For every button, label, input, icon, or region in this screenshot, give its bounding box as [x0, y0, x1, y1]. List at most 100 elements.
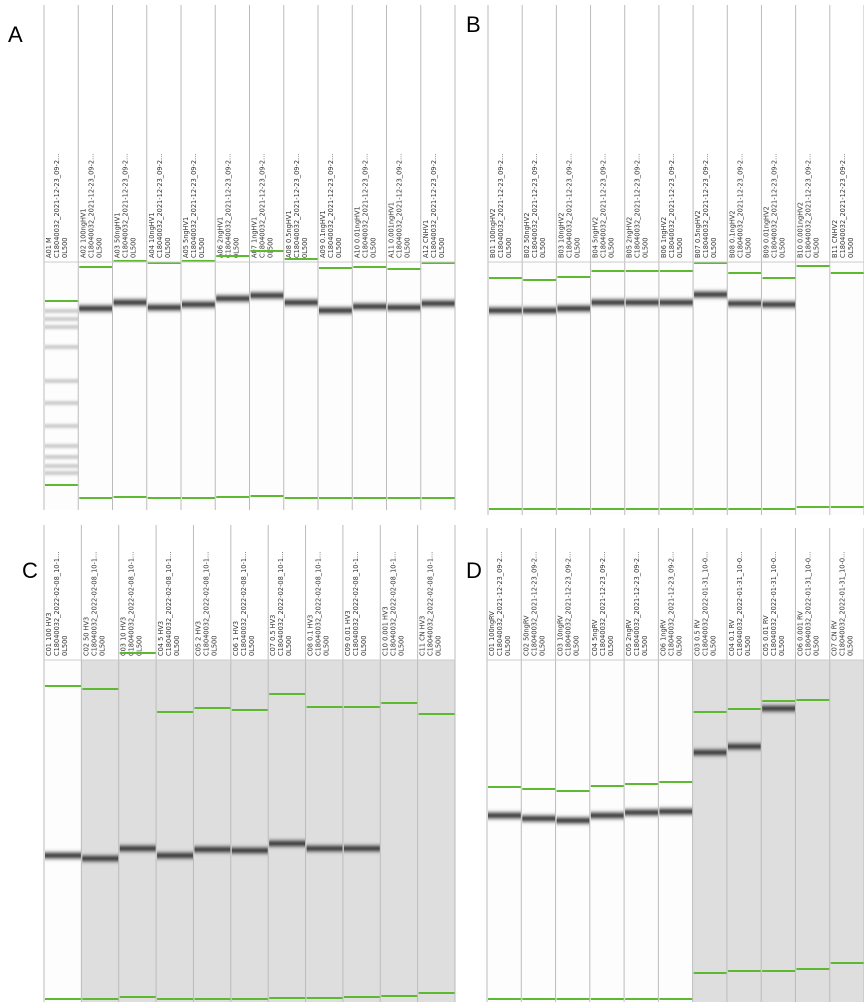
lane-label: 0L500	[642, 238, 650, 258]
lane-label: C18040032_2022-02-08_10-1...	[202, 552, 210, 656]
lane-label: 0L500	[232, 238, 240, 258]
lane-label: 0L500	[676, 238, 684, 258]
lane-label: C18040032_2021-12-23_09-2...	[53, 154, 61, 258]
upper-marker	[157, 711, 193, 713]
lane-label: 0L500	[267, 238, 275, 258]
upper-marker	[79, 266, 112, 268]
band	[251, 294, 284, 298]
lower-marker	[728, 970, 761, 972]
lane-label: C10 0.001 HV3	[381, 606, 389, 656]
upper-marker	[694, 711, 727, 713]
lane-label: 0L500	[847, 636, 855, 656]
lane-label: A09 0.1ngHV1	[319, 210, 327, 258]
band	[728, 302, 761, 306]
lane-label: C18040032_2021-12-23_09-2...	[600, 154, 608, 258]
lane-label: C01 100ngRV	[488, 611, 496, 656]
lower-marker	[422, 497, 455, 499]
lane-label: C18040032_2022-01-31_10-0...	[804, 552, 812, 656]
upper-marker	[557, 790, 590, 792]
lower-marker	[523, 508, 556, 510]
band	[659, 810, 692, 814]
lower-marker	[45, 484, 78, 486]
ladder-band	[45, 326, 78, 328]
lane-label: C18040032_2021-12-23_09-2...	[565, 154, 573, 258]
upper-marker	[626, 270, 659, 272]
band	[232, 849, 268, 853]
lower-marker	[762, 970, 795, 972]
lane-label: C18040032_2021-12-23_09-2...	[224, 154, 232, 258]
lower-marker	[797, 506, 830, 508]
lane-label: 0L500	[847, 238, 855, 258]
upper-marker	[488, 786, 521, 788]
lane-label: 0L500	[61, 238, 69, 258]
lane-label: 0L500	[710, 636, 718, 656]
lower-marker	[694, 972, 727, 974]
lane-label: 0L500	[397, 636, 405, 656]
lane-label: 0L500	[438, 238, 446, 258]
lane-label: 0L500	[641, 636, 649, 656]
upper-marker	[251, 250, 284, 252]
lane-label: C01 100 HV3	[45, 613, 53, 656]
gel-panel: BB01 100ngHV2C18040032_2021-12-23_09-2..…	[466, 5, 864, 515]
lane-label: C18040032_2021-12-23_09-2...	[702, 154, 710, 258]
lane-label: C05 2 HV3	[194, 621, 202, 656]
ladder-band	[45, 445, 78, 447]
lane-label: C18040032_2021-12-23_09-2...	[496, 552, 504, 656]
upper-marker	[522, 788, 555, 790]
ladder-band	[45, 318, 78, 320]
lane-label: 0L500	[744, 238, 752, 258]
lane	[488, 262, 522, 515]
band	[625, 811, 658, 815]
lower-marker	[625, 998, 658, 1000]
lower-marker	[182, 497, 215, 499]
lane-label: C18040032_2022-02-08_10-1...	[165, 552, 173, 656]
upper-marker	[194, 707, 230, 709]
lane-label: C18040032_2021-12-23_09-2...	[633, 552, 641, 656]
lane-label: C18040032_2022-02-08_10-1...	[128, 552, 136, 656]
upper-marker	[591, 785, 624, 787]
ladder-band	[45, 425, 78, 427]
band	[592, 301, 625, 305]
lane-label: 0L500	[95, 238, 103, 258]
upper-marker	[232, 709, 268, 711]
ladder-band	[45, 456, 78, 458]
lane-label: A12 CNHV1	[422, 220, 430, 258]
lane-label: C04 5ngRV	[591, 619, 599, 656]
upper-marker	[762, 700, 795, 702]
upper-marker	[82, 688, 118, 690]
band	[591, 814, 624, 818]
lower-marker	[194, 998, 230, 1000]
band	[344, 847, 380, 851]
lane	[556, 660, 590, 1002]
lane-label: C03 10 HV3	[120, 617, 128, 656]
lane-label: C08 0.1 HV3	[307, 615, 315, 656]
ladder-band	[45, 310, 78, 312]
lane-label: C18040032_2021-12-23_09-2...	[530, 552, 538, 656]
lane-label: A08 0.5ngHV1	[285, 210, 293, 258]
upper-marker	[307, 706, 343, 708]
lower-marker	[831, 962, 864, 964]
ladder-band	[45, 380, 78, 382]
upper-marker	[269, 693, 305, 695]
band	[660, 301, 693, 305]
band	[120, 847, 156, 851]
upper-marker	[523, 279, 556, 281]
lane	[487, 660, 521, 1002]
lane-label: A04 10ngHV1	[148, 213, 156, 258]
lower-marker	[591, 998, 624, 1000]
band	[114, 301, 147, 305]
lane	[761, 262, 795, 515]
lane-label: C18040032_2021-12-23_09-2...	[839, 154, 847, 258]
lane-label: B01 100ngHV2	[489, 208, 497, 258]
band	[557, 307, 590, 311]
lane-label: C18040032_2021-12-23_09-2...	[599, 552, 607, 656]
lane-label: 0L500	[210, 636, 218, 656]
ladder-band	[45, 346, 78, 348]
upper-marker	[659, 781, 692, 783]
lower-marker	[319, 497, 352, 499]
lane-label: A11 0.001ngHV1	[388, 202, 396, 258]
lane-label: C18040032_2021-12-23_09-2...	[736, 154, 744, 258]
lower-marker	[269, 997, 305, 999]
lane	[522, 262, 556, 515]
lower-marker	[592, 508, 625, 510]
